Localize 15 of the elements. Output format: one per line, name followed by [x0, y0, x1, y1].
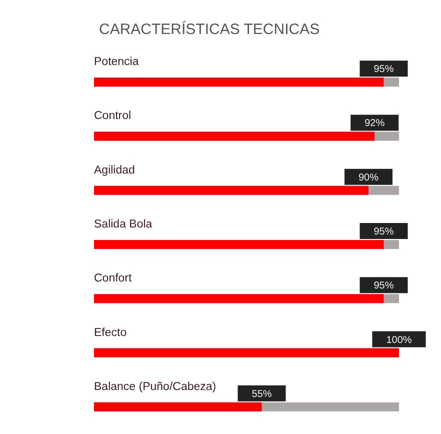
data-label: 95% [374, 226, 394, 238]
data-label: 100% [386, 334, 412, 346]
y-tick-label: Agilidad [94, 164, 135, 176]
data-label: 55% [252, 388, 272, 400]
y-tick-label: Efecto [94, 326, 127, 339]
y-tick-label: Confort [94, 272, 133, 285]
data-label: 95% [374, 64, 394, 76]
y-tick-label: Potencia [94, 56, 140, 68]
y-tick-label: Control [94, 110, 132, 122]
y-tick-label: Salida Bola [94, 218, 153, 230]
data-label: 95% [374, 280, 394, 292]
chart-title: CARACTERÍSTICAS TECNICAS [99, 20, 320, 38]
data-label: 90% [358, 172, 379, 184]
data-label: 92% [364, 118, 385, 130]
y-tick-label: Balance (Puño/Cabeza) [94, 380, 216, 393]
